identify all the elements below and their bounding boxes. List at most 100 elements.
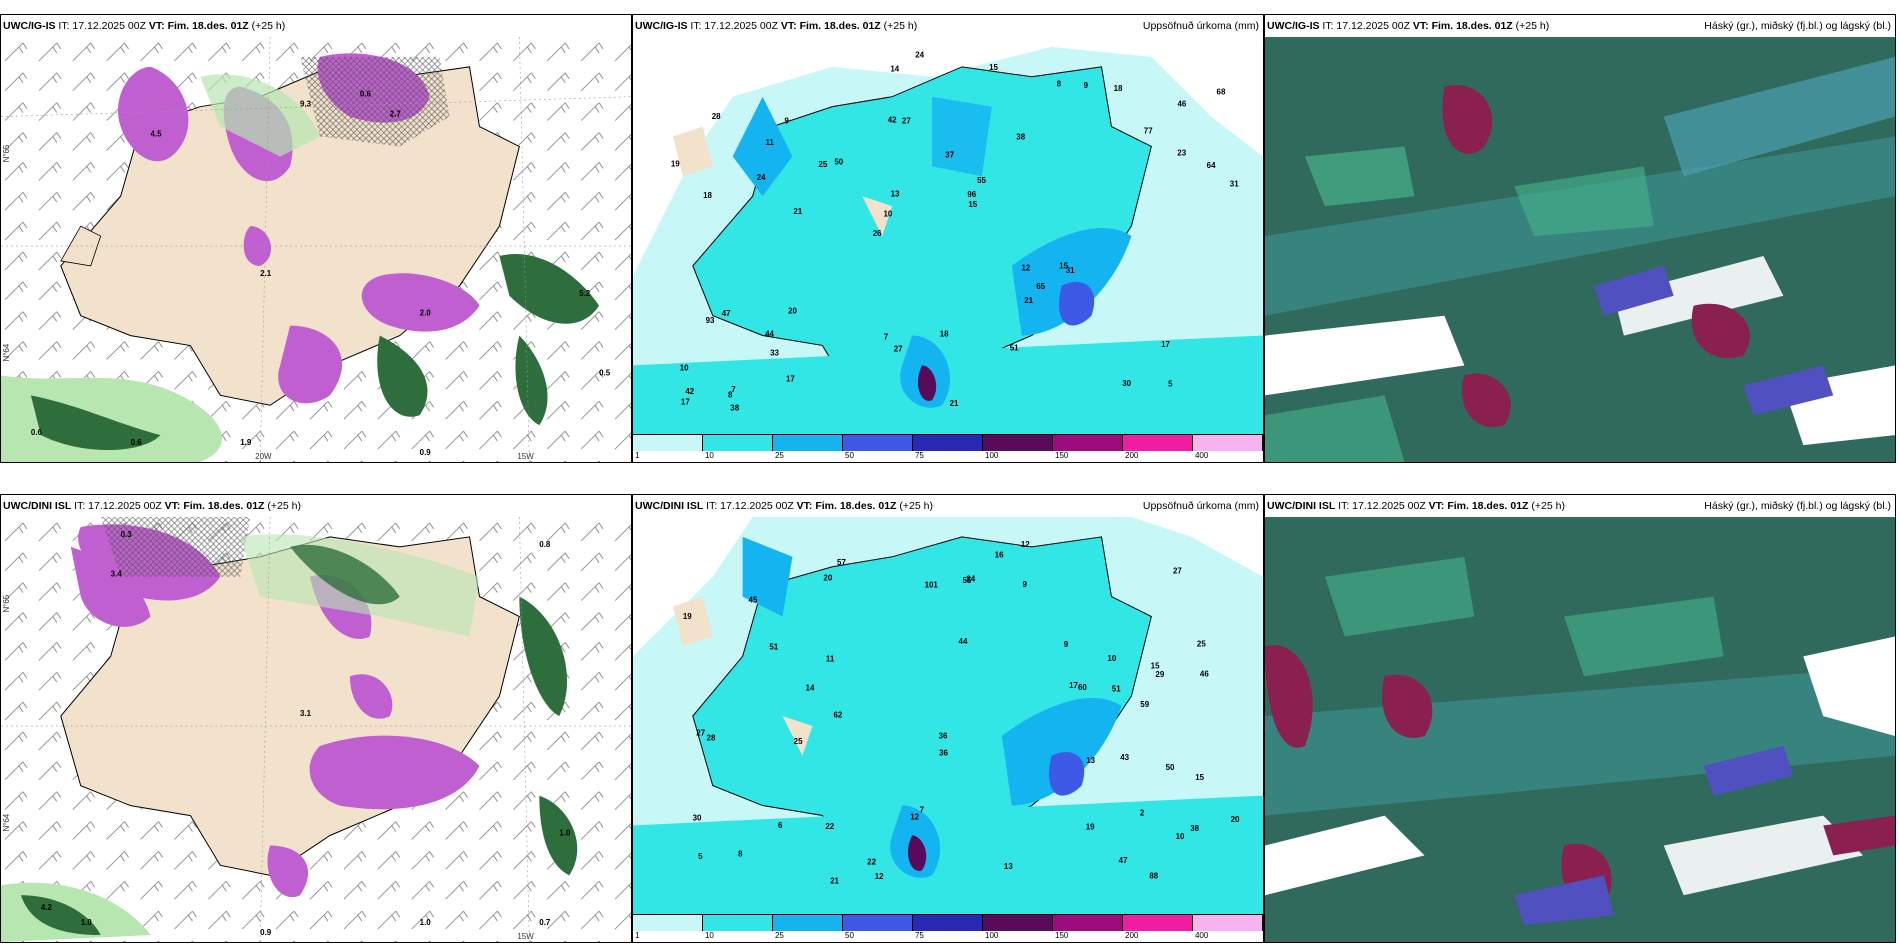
svg-text:3.1: 3.1 <box>300 709 312 718</box>
precip-value-label: 9 <box>785 117 790 126</box>
precip-value-label: 14 <box>890 64 899 73</box>
precip-value-label: 28 <box>707 734 716 743</box>
precip-value-label: 24 <box>966 574 975 583</box>
precip-value-label: 57 <box>837 558 846 567</box>
precip-value-label: 18 <box>1114 84 1123 93</box>
precip-value-label: 36 <box>939 749 948 758</box>
precip-value-label: 7 <box>920 805 925 814</box>
precip-value-label: 13 <box>1086 756 1095 765</box>
panel-dini-accum-precip: UWC/DINI ISL IT: 17.12.2025 00Z VT: Fim.… <box>632 494 1264 943</box>
precip-value-label: 17 <box>786 375 795 384</box>
legend-swatch <box>913 915 983 931</box>
precip-value-label: 46 <box>1177 100 1186 109</box>
panel-title: UWC/IG-IS IT: 17.12.2025 00Z VT: Fim. 18… <box>1265 15 1895 37</box>
legend-swatch <box>843 915 913 931</box>
precip-value-label: 45 <box>749 595 758 604</box>
panel-dini-clouds: UWC/DINI ISL IT: 17.12.2025 00Z VT: Fim.… <box>1264 494 1896 943</box>
precip-value-label: 12 <box>1021 540 1030 549</box>
lat-label: N°65 <box>2 594 11 612</box>
lat-label: N°64 <box>2 343 11 361</box>
precip-value-label: 28 <box>712 112 721 121</box>
svg-text:9.3: 9.3 <box>300 100 312 109</box>
precip-value-label: 60 <box>1078 683 1087 692</box>
precip-value-label: 15 <box>989 63 998 72</box>
legend-label: 200 <box>1125 931 1139 940</box>
precip-value-label: 46 <box>1200 670 1209 679</box>
precip-value-label: 21 <box>1024 296 1033 305</box>
precip-value-label: 8 <box>728 390 733 399</box>
panel-title: UWC/IG-IS IT: 17.12.2025 00Z VT: Fim. 18… <box>1 15 631 37</box>
panel-ig-precip-type: UWC/IG-IS IT: 17.12.2025 00Z VT: Fim. 18… <box>0 14 632 463</box>
precip-value-label: 77 <box>1144 127 1153 136</box>
precip-value-label: 11 <box>826 655 835 664</box>
legend-label: 10 <box>704 931 714 940</box>
precip-value-label: 21 <box>793 207 802 216</box>
precip-value-label: 19 <box>671 159 680 168</box>
svg-text:4.2: 4.2 <box>41 903 53 912</box>
precip-legend: 1 10 25 50 75 100 150 200 400 <box>633 914 1263 942</box>
precip-value-label: 17 <box>681 398 690 407</box>
precip-value-label: 26 <box>873 229 882 238</box>
legend-label: 75 <box>914 451 924 460</box>
map-area[interactable]: 4.5 9.3 0.6 2.7 2.1 2.0 0.6 0.6 1.9 0.9 … <box>1 37 631 462</box>
precip-value-label: 17 <box>1161 340 1170 349</box>
svg-text:1.9: 1.9 <box>240 438 252 447</box>
precip-value-label: 17 <box>1069 681 1078 690</box>
precip-value-label: 44 <box>765 329 774 338</box>
legend-label: 400 <box>1194 931 1209 940</box>
legend-swatch <box>913 435 983 451</box>
svg-text:0.7: 0.7 <box>539 918 551 927</box>
precip-value-label: 59 <box>1140 700 1149 709</box>
precip-value-label: 8 <box>1057 79 1062 88</box>
map-area[interactable] <box>1265 37 1895 462</box>
legend-label: 10 <box>704 451 714 460</box>
svg-text:3.4: 3.4 <box>111 570 123 579</box>
lon-label: 20W <box>255 452 272 461</box>
legend-label: 400 <box>1194 451 1209 460</box>
legend-swatch <box>983 915 1053 931</box>
svg-text:5.2: 5.2 <box>579 289 591 298</box>
precip-value-label: 9 <box>1022 580 1027 589</box>
svg-text:0.9: 0.9 <box>260 928 272 937</box>
legend-labels: 1 10 25 50 75 100 150 200 400 <box>633 931 1263 942</box>
map-area[interactable]: 0.3 3.4 3.1 0.8 1.0 4.2 1.0 0.9 1.0 0.7 … <box>1 517 631 942</box>
precip-value-label: 12 <box>1021 264 1030 273</box>
precip-value-label: 12 <box>875 872 884 881</box>
precip-value-label: 22 <box>867 857 876 866</box>
precip-value-label: 33 <box>770 349 779 358</box>
precip-value-label: 10 <box>1176 832 1185 841</box>
lon-label: 15W <box>517 932 534 941</box>
map-area[interactable] <box>1265 517 1895 942</box>
legend-label: 100 <box>985 451 999 460</box>
svg-text:0.5: 0.5 <box>599 368 611 377</box>
legend-label: 50 <box>845 451 854 460</box>
precip-value-label: 42 <box>685 387 694 396</box>
precip-value-label: 96 <box>967 190 976 199</box>
precip-value-label: 44 <box>959 637 968 646</box>
legend-swatch <box>703 915 773 931</box>
legend-swatch <box>1193 435 1263 451</box>
panel-dini-precip-type: UWC/DINI ISL IT: 17.12.2025 00Z VT: Fim.… <box>0 494 632 943</box>
map-area[interactable]: 2 25 38 44 5 57 15 22 27 51 46 19 59 12 30 45 10 20 7 29 27 2… <box>633 517 1263 914</box>
precip-value-label: 38 <box>1016 133 1025 142</box>
legend-swatch <box>843 435 913 451</box>
precip-value-label: 37 <box>945 150 954 159</box>
legend-swatch <box>1123 915 1193 931</box>
precip-value-label: 13 <box>891 189 900 198</box>
precip-value-label: 68 <box>1217 87 1226 96</box>
precip-value-label: 25 <box>818 160 827 169</box>
map-area[interactable]: 5 18 46 26 38 7 42 37 47 50 10 33 27 55 31 28 14 31 12 23 10… <box>633 37 1263 434</box>
precip-value-label: 65 <box>1036 282 1045 291</box>
svg-text:0.8: 0.8 <box>539 540 551 549</box>
precip-value-label: 27 <box>894 344 903 353</box>
precip-value-label: 47 <box>722 309 731 318</box>
legend-labels: 1 10 25 50 75 100 150 200 400 <box>633 451 1263 462</box>
precip-value-label: 14 <box>806 684 815 693</box>
legend-label: 25 <box>774 931 784 940</box>
lat-label: N°64 <box>2 813 11 831</box>
precip-value-label: 10 <box>884 210 893 219</box>
precip-value-label: 38 <box>1190 824 1199 833</box>
legend-label: 50 <box>845 931 854 940</box>
precip-value-label: 22 <box>825 822 834 831</box>
panel-title: UWC/IG-IS IT: 17.12.2025 00Z VT: Fim. 18… <box>633 15 1263 37</box>
